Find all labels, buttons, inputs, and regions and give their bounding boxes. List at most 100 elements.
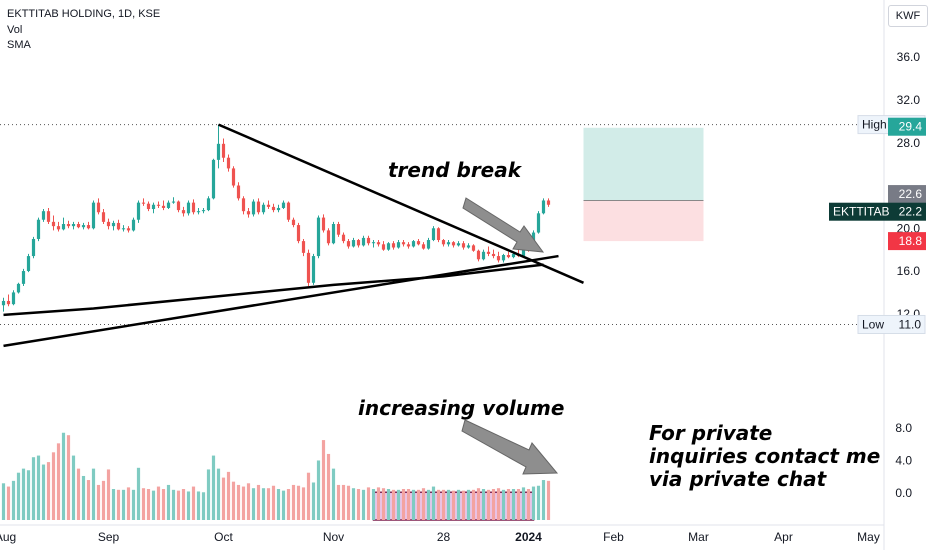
time-tick: May xyxy=(857,530,880,544)
candle-body xyxy=(121,228,126,230)
volume-bar xyxy=(111,489,116,520)
volume-bar xyxy=(16,472,21,520)
volume-bar xyxy=(531,486,536,520)
candle-body xyxy=(401,242,406,245)
candle-body xyxy=(176,201,181,211)
volume-bar xyxy=(326,453,331,520)
volume-bar xyxy=(516,489,521,520)
volume-bar xyxy=(481,489,486,520)
volume-tick: 4.0 xyxy=(895,453,912,467)
volume-bar xyxy=(56,443,61,520)
volume-bar xyxy=(456,489,461,520)
candle-body xyxy=(186,202,191,214)
candle-body xyxy=(271,206,276,211)
candle-body xyxy=(346,241,351,247)
price-tick: 28.0 xyxy=(897,136,921,150)
target-zone xyxy=(583,127,704,201)
candle-body xyxy=(296,225,301,242)
candle-body xyxy=(511,253,516,258)
currency-button[interactable]: KWF xyxy=(888,5,928,27)
volume-bar xyxy=(261,488,266,520)
volume-bar xyxy=(126,487,131,520)
volume-bar xyxy=(441,489,446,520)
time-tick: Mar xyxy=(688,530,709,544)
position-zones xyxy=(583,127,704,242)
chart-title: EKTTITAB HOLDING, 1D, KSE xyxy=(7,8,161,20)
private-inquiry-line: via private chat xyxy=(649,467,828,491)
volume-bar xyxy=(346,485,351,520)
volume-bar xyxy=(191,486,196,520)
private-inquiry-line: For private xyxy=(649,421,772,445)
candle-body xyxy=(131,219,136,231)
candle-body xyxy=(76,224,81,228)
candle-body xyxy=(541,200,546,214)
volume-bar xyxy=(246,483,251,520)
time-tick: Sep xyxy=(98,530,120,544)
candle-body xyxy=(111,222,116,227)
private-inquiry-line: inquiries contact me xyxy=(649,444,880,468)
volume-bar xyxy=(466,489,471,520)
candle-body xyxy=(191,202,196,213)
candle-body xyxy=(81,225,86,228)
target-badge: 29.4 xyxy=(899,120,923,134)
volume-bar xyxy=(381,488,386,520)
price-tick: 16.0 xyxy=(897,264,921,278)
volume-bar xyxy=(151,490,156,520)
volume-bar xyxy=(76,468,81,520)
increasing-volume-arrow xyxy=(461,419,559,475)
annotations: trend break increasing volume For privatei… xyxy=(358,158,880,491)
candle-body xyxy=(396,242,401,248)
volume-bar xyxy=(311,482,316,520)
candle-body xyxy=(351,240,356,247)
volume-bar xyxy=(221,477,226,520)
candle-body xyxy=(31,238,36,257)
volume-bar xyxy=(116,489,121,520)
volume-bar xyxy=(131,489,136,520)
time-tick: Apr xyxy=(774,530,793,544)
candle-body xyxy=(406,244,411,247)
volume-bar xyxy=(21,468,26,520)
trend-break-note: trend break xyxy=(388,158,523,182)
volume-bar xyxy=(276,489,281,520)
candle-body xyxy=(451,242,456,246)
volume-bar xyxy=(491,489,496,520)
candle-body xyxy=(151,204,156,210)
volume-bar xyxy=(406,489,411,520)
candle-body xyxy=(536,213,541,233)
candle-body xyxy=(11,292,16,305)
symbol-badge: EKTTITAB xyxy=(833,205,889,219)
volume-bar xyxy=(196,491,201,520)
volume-bar xyxy=(46,462,51,520)
candle-body xyxy=(241,198,246,212)
indicator-vol[interactable]: Vol xyxy=(7,24,23,36)
volume-bar xyxy=(501,489,506,520)
symbol-badge-box xyxy=(829,202,926,221)
price-axis: 36.032.028.020.016.012.08.04.00.0High29.… xyxy=(829,50,926,500)
volume-bar xyxy=(186,491,191,520)
candle-body xyxy=(476,250,481,260)
volume-bar xyxy=(521,487,526,520)
volume-bar xyxy=(281,490,286,520)
indicator-sma[interactable]: SMA xyxy=(7,39,31,51)
high-badge-label: High xyxy=(862,118,887,132)
volume-bar xyxy=(31,457,36,520)
volume-bar xyxy=(1,483,6,520)
candle-body xyxy=(41,211,46,220)
candle-body xyxy=(161,205,166,208)
increasing-volume-note: increasing volume xyxy=(358,396,564,420)
volume-bar xyxy=(361,489,366,520)
volume-bar xyxy=(216,468,221,520)
candle-body xyxy=(146,203,151,210)
volume-bar xyxy=(301,487,306,520)
volume-bar xyxy=(101,480,106,520)
volume-bar xyxy=(316,460,321,520)
volume-bar xyxy=(211,455,216,520)
volume-bar xyxy=(106,469,111,520)
candle-body xyxy=(196,211,201,213)
candle-body xyxy=(141,202,146,204)
candle-body xyxy=(521,247,526,257)
volume-bar xyxy=(341,484,346,520)
candle-body xyxy=(246,211,251,215)
volume-bar xyxy=(411,489,416,520)
